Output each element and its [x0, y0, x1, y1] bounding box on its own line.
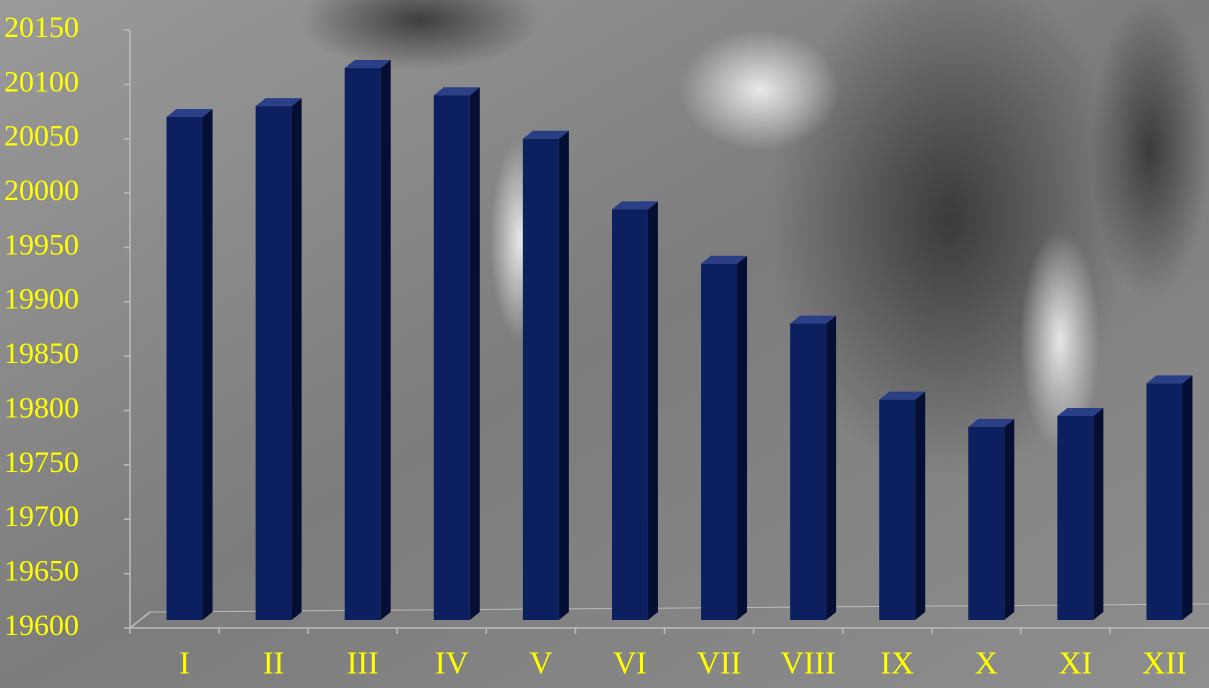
- y-tick-label: 19650: [4, 555, 79, 588]
- bar: [166, 116, 203, 621]
- x-tick-label: XI: [1058, 644, 1092, 680]
- bar-top: [255, 98, 302, 107]
- x-tick-label: II: [263, 644, 284, 680]
- x-tick-label: VIII: [781, 644, 836, 680]
- y-tick-label: 19700: [4, 500, 79, 533]
- y-tick-label: 19750: [4, 446, 79, 479]
- bar-side: [558, 130, 569, 620]
- floor-back-edge: [149, 603, 1209, 613]
- bar-side: [469, 87, 480, 620]
- bar: [255, 106, 292, 621]
- bar-top: [790, 315, 837, 324]
- bar-top: [1057, 407, 1104, 416]
- y-tick-label: 19950: [4, 228, 79, 261]
- bar-side: [1093, 407, 1104, 620]
- bar-top: [522, 130, 569, 139]
- bar-side: [1004, 418, 1015, 620]
- y-tick-label: 20100: [4, 65, 79, 98]
- x-tick-label: XII: [1142, 644, 1186, 680]
- x-tick-label: IX: [880, 644, 914, 680]
- bar: [968, 426, 1005, 620]
- bar: [701, 263, 738, 620]
- bar-top: [1146, 375, 1193, 384]
- x-tick-label: V: [529, 644, 552, 680]
- bar-side: [737, 255, 748, 620]
- bar-side: [202, 108, 213, 621]
- bar-top: [433, 87, 480, 96]
- bar-top: [701, 255, 748, 264]
- bar: [522, 138, 559, 620]
- bar-side: [915, 391, 926, 620]
- y-tick-label: 20050: [4, 120, 79, 153]
- floor-edge: [129, 611, 151, 629]
- x-tick-label: X: [975, 644, 998, 680]
- bar-top: [166, 108, 213, 117]
- bar: [1057, 415, 1094, 620]
- bar-side: [647, 201, 658, 620]
- bar-top: [879, 391, 926, 400]
- bar-top: [344, 60, 391, 69]
- bar: [879, 399, 916, 620]
- bar-side: [1182, 375, 1193, 620]
- y-tick-label: 19600: [4, 609, 79, 642]
- axes: [129, 30, 1209, 629]
- x-tick-label: VI: [613, 644, 647, 680]
- y-tick-label: 19850: [4, 337, 79, 370]
- bar: [611, 209, 648, 620]
- y-tick-label: 19900: [4, 283, 79, 316]
- bar: [433, 95, 470, 620]
- x-tick-label: VII: [697, 644, 741, 680]
- bar-top: [611, 201, 658, 210]
- y-tick-label: 20150: [4, 11, 79, 44]
- bar: [1146, 383, 1183, 620]
- y-tick-label: 20000: [4, 174, 79, 207]
- bar: [790, 323, 827, 620]
- x-tick-label: III: [347, 644, 379, 680]
- x-tick-label: IV: [435, 644, 469, 680]
- bar-side: [291, 98, 302, 621]
- x-tick-label: I: [179, 644, 190, 680]
- bar-top: [968, 418, 1015, 427]
- bar-side: [380, 60, 391, 620]
- bar: [344, 68, 381, 620]
- bar-side: [826, 315, 837, 620]
- y-tick-label: 19800: [4, 391, 79, 424]
